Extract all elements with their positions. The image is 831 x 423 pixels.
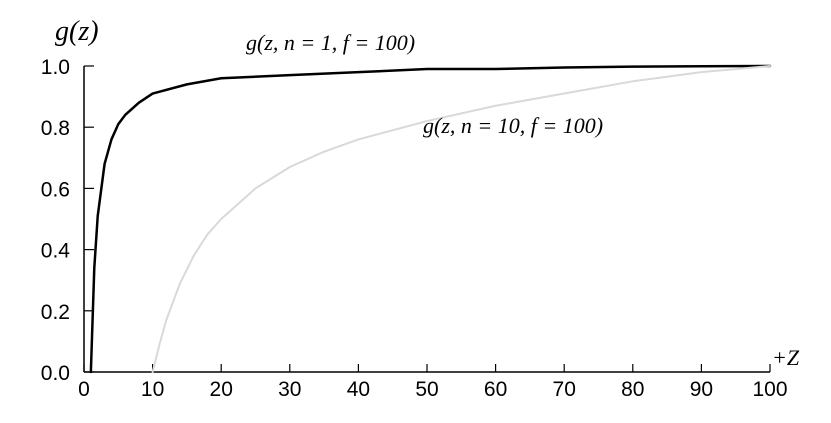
y-tick-label: 0.8 xyxy=(41,117,70,140)
y-tick-label: 0.4 xyxy=(41,240,71,263)
x-tick-label: 40 xyxy=(347,378,370,401)
x-tick-label: 0 xyxy=(78,378,90,401)
x-tick-label: 30 xyxy=(278,378,301,401)
x-tick-label: 60 xyxy=(484,378,507,401)
y-tick-label: 1.0 xyxy=(41,56,70,79)
series xyxy=(89,64,772,374)
y-tick-label: 0.2 xyxy=(41,301,70,324)
x-axis-title: +Z xyxy=(772,345,800,370)
x-tick-label: 20 xyxy=(210,378,233,401)
x-tick-label: 10 xyxy=(141,378,164,401)
x-tick-label: 70 xyxy=(553,378,576,401)
x-tick-label: 80 xyxy=(621,378,644,401)
series-label-n1: g(z, n = 1, f = 100) xyxy=(246,30,415,55)
x-tick-label: 90 xyxy=(690,378,713,401)
series-label-n10: g(z, n = 10, f = 100) xyxy=(423,113,603,138)
y-axis-title: g(z) xyxy=(55,16,99,47)
x-tick-label: 50 xyxy=(415,378,438,401)
axes xyxy=(83,66,770,373)
series-line-n10 xyxy=(151,65,771,373)
ticks: 0 10 20 30 40 50 60 70 80 90 100 0.0 0.2 0.4 0.6 0.8 1.0 xyxy=(41,56,788,401)
y-tick-label: 0.0 xyxy=(41,362,70,385)
series-line-n1 xyxy=(89,64,772,374)
y-tick-label: 0.6 xyxy=(41,178,70,201)
x-tick-label: 100 xyxy=(752,378,787,401)
